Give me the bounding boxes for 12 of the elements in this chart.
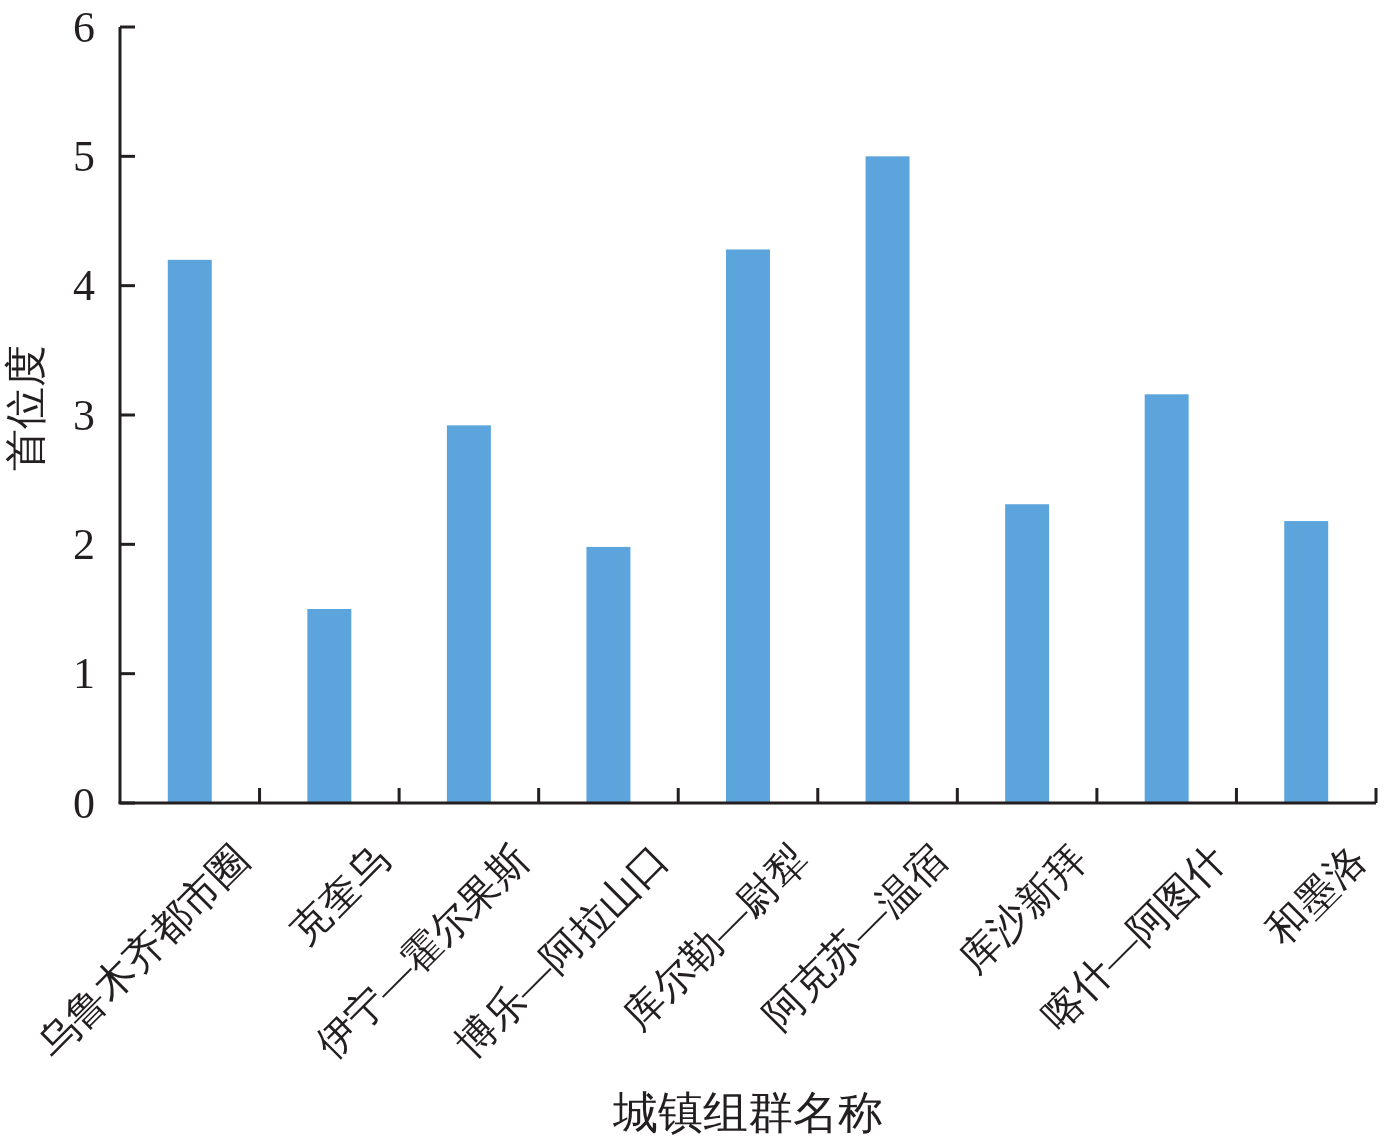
y-tick-label: 3: [73, 390, 95, 440]
y-tick-label: 2: [73, 519, 95, 569]
x-tick-label: 乌鲁木齐都市圈: [28, 836, 259, 1067]
x-tick-label: 克奎乌: [281, 836, 398, 954]
y-tick-label: 0: [73, 778, 95, 828]
y-tick-label: 6: [73, 2, 95, 52]
y-tick-label: 5: [73, 131, 95, 181]
y-axis-title: 首位度: [3, 345, 49, 471]
y-tick-label: 4: [73, 261, 95, 311]
x-tick-label: 和墨洛: [1257, 836, 1375, 954]
x-axis-title: 城镇组群名称: [612, 1088, 883, 1138]
y-tick-label: 1: [73, 649, 95, 699]
